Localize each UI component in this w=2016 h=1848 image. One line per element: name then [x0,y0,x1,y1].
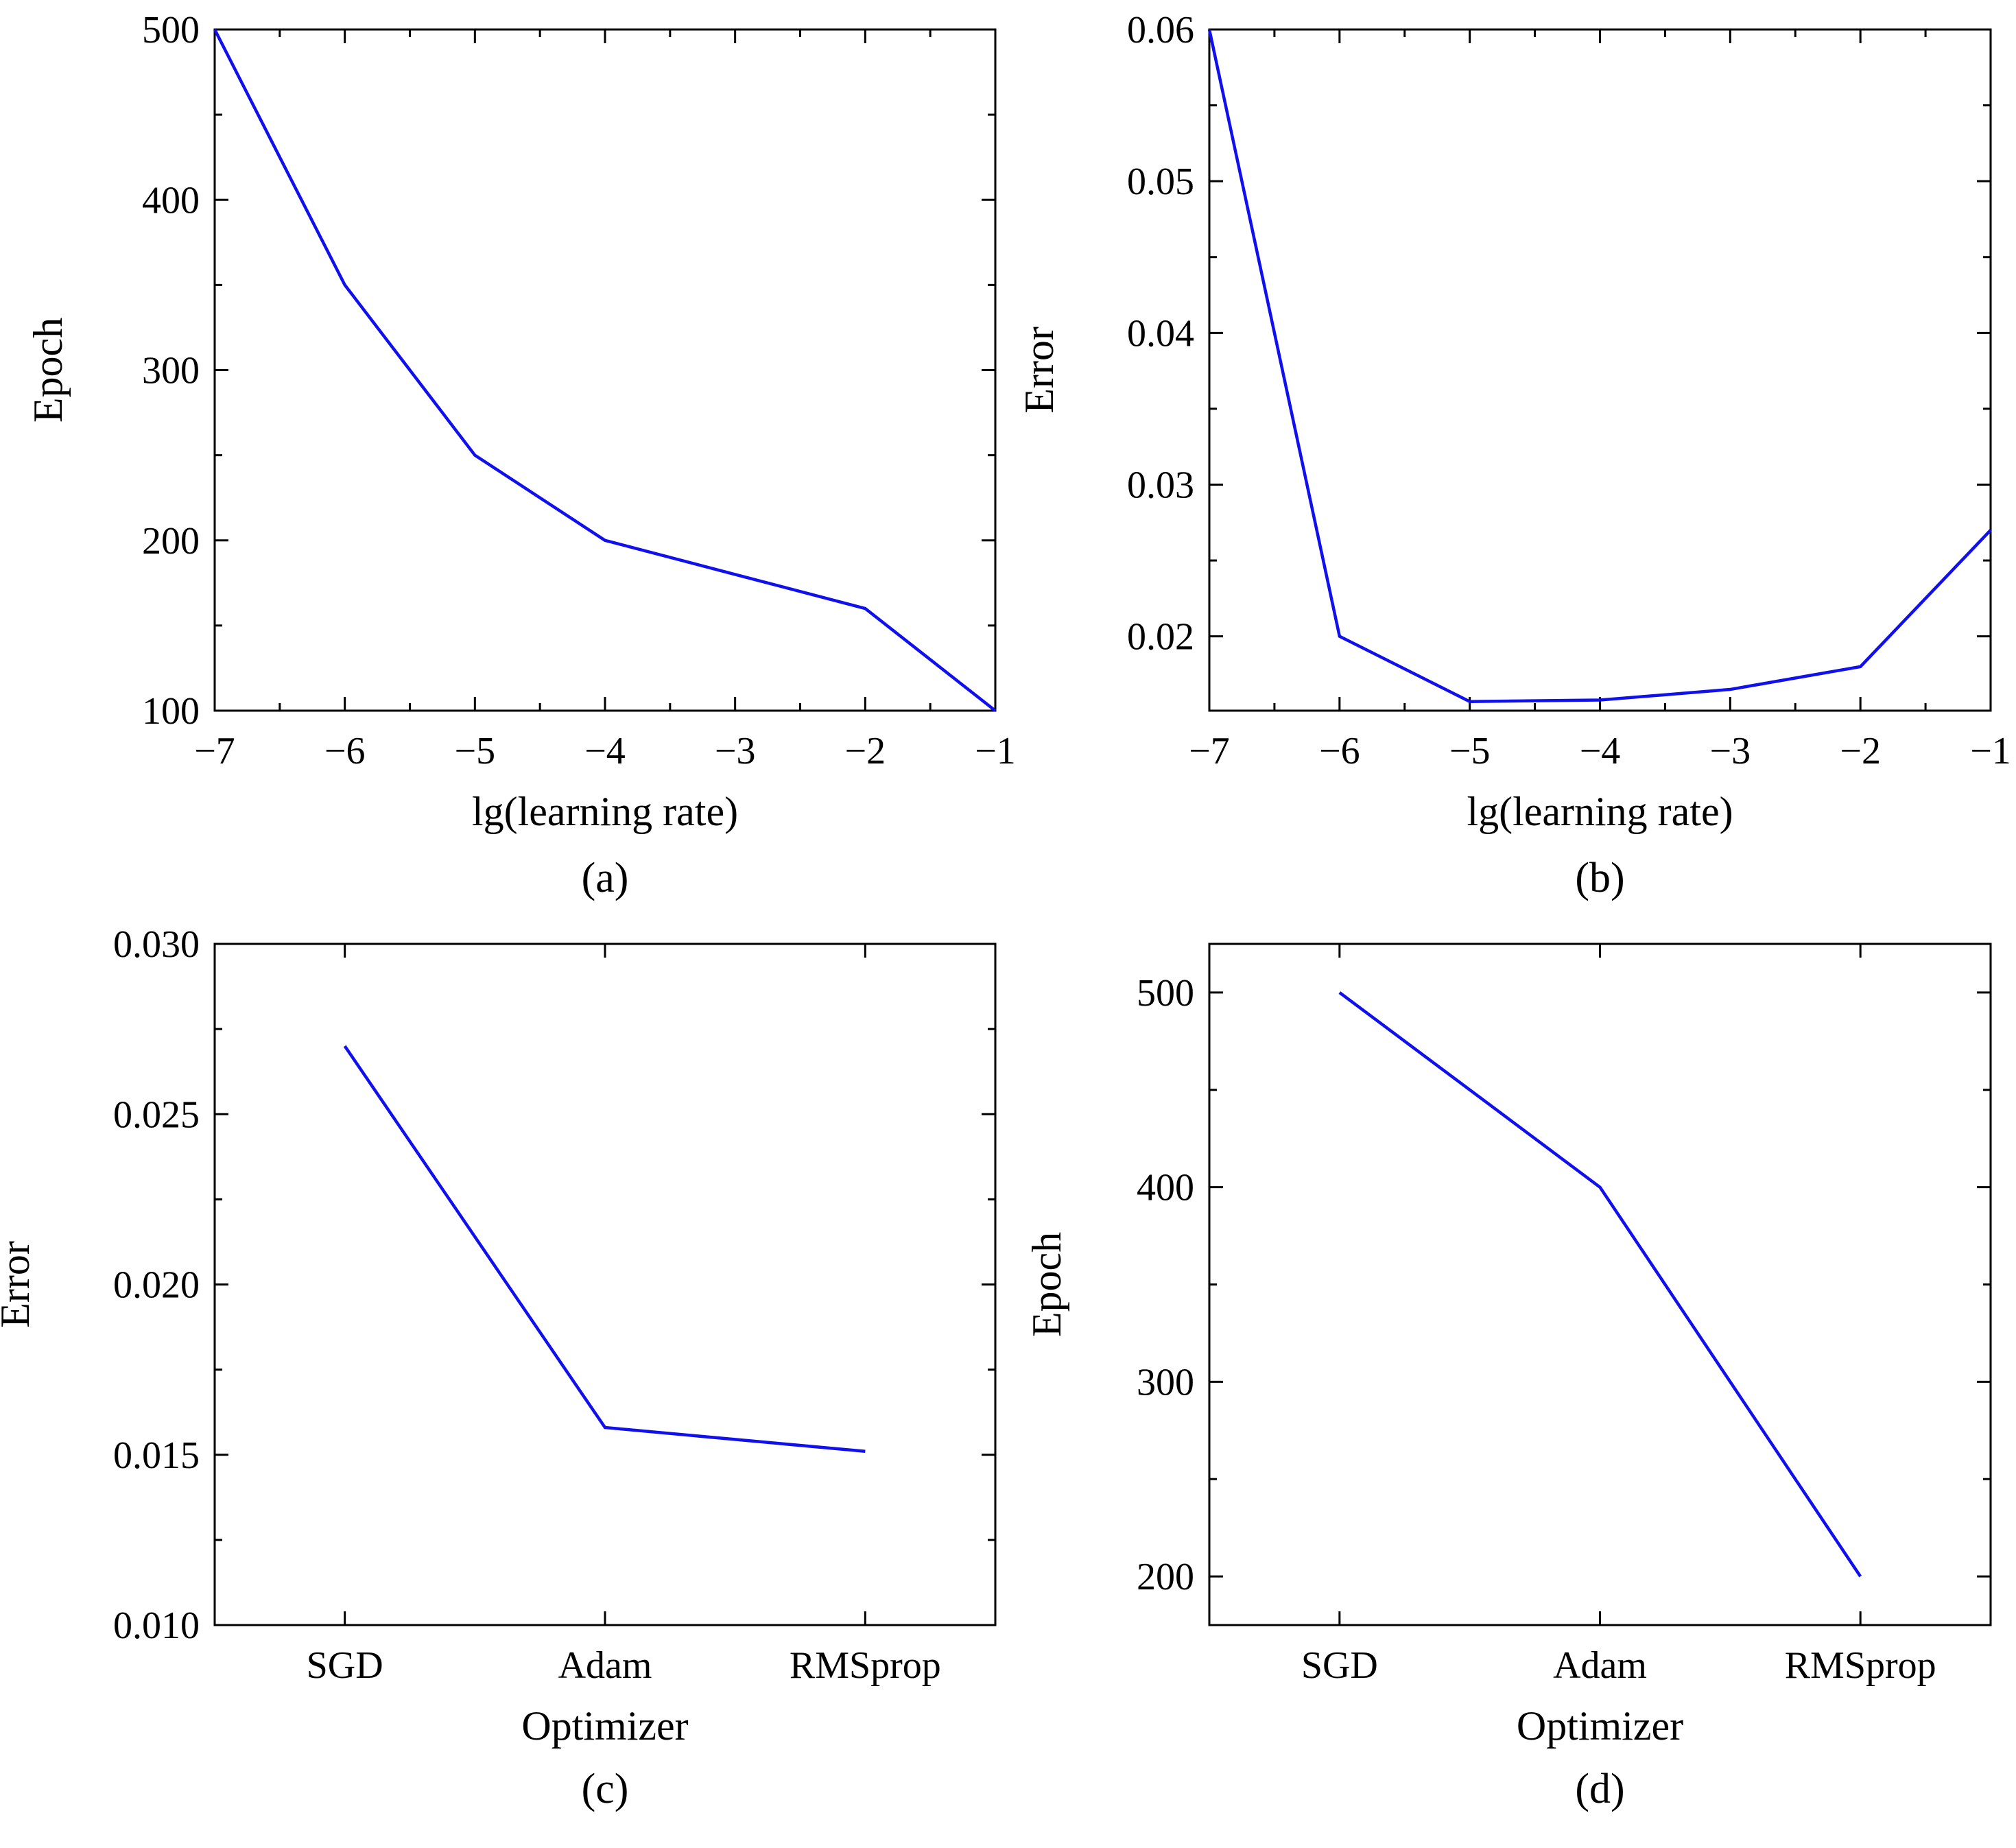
y-tick-label: 0.04 [1127,312,1194,355]
x-tick-label: −4 [1580,730,1621,772]
x-tick-label: −5 [455,730,496,772]
x-tick-label: −7 [1189,730,1230,772]
panel-b: −7 −6 −5 −4 −3 −2 −1 0.02 0.03 0.04 0.05 0.06 lg(lea… [1017,9,2011,901]
x-tick-label: −3 [715,730,756,772]
y-tick-label: 400 [1137,1167,1194,1209]
x-tick-label: SGD [1301,1644,1378,1687]
x-axis-label: lg(learning rate) [472,789,738,834]
x-tick-label: −2 [1840,730,1881,772]
x-tick-label: RMSprop [1785,1644,1936,1687]
x-tick-label: −1 [1970,730,2011,772]
y-axis-label: Epoch [1024,1232,1069,1337]
y-tick-label: 500 [1137,972,1194,1015]
y-tick-label: 0.05 [1127,161,1194,203]
y-tick-label: 300 [1137,1361,1194,1403]
x-tick-label: −6 [1319,730,1360,772]
y-axis-label: Epoch [25,318,71,423]
x-tick-label: −1 [975,730,1016,772]
y-tick-label: 0.06 [1127,9,1194,51]
y-tick-label: 100 [142,690,200,733]
x-axis-label: Optimizer [521,1703,688,1749]
series-line-c [343,1045,866,1454]
plot-frame [1208,943,1992,1626]
y-tick-label: 0.025 [113,1093,200,1136]
y-tick-label: 0.03 [1127,464,1194,506]
panel-d: SGD Adam RMSprop 200 300 400 500 Optimizer Epoch… [1024,943,1992,1812]
y-tick-label: 200 [142,520,200,562]
plot-frame [1208,28,1992,712]
y-tick-label: 300 [142,350,200,392]
y-tick-label: 0.015 [113,1434,200,1477]
y-tick-label: 0.02 [1127,616,1194,659]
x-tick-label: −6 [324,730,366,772]
panel-a: −7 −6 −5 −4 −3 −2 −1 100 200 300 400 500 lg(learning… [25,9,1016,901]
x-tick-label: −5 [1449,730,1491,772]
series-line-b [1207,29,1992,703]
panel-c: SGD Adam RMSprop 0.010 0.015 0.020 0.025 0.030 O… [0,923,997,1812]
x-tick-label: Adam [1553,1644,1647,1687]
x-tick-label: −3 [1710,730,1751,772]
y-tick-label: 0.030 [113,923,200,966]
x-tick-label: −7 [194,730,235,772]
panel-label: (b) [1575,855,1624,901]
y-tick-label: 0.020 [113,1264,200,1307]
panel-label: (a) [582,855,629,901]
x-axis-label: lg(learning rate) [1467,789,1733,834]
x-axis-label: Optimizer [1517,1703,1683,1749]
y-tick-label: 0.010 [113,1604,200,1647]
series-line-d [1338,991,1862,1578]
x-tick-label: −4 [584,730,626,772]
y-tick-label: 500 [142,9,200,51]
y-tick-label: 200 [1137,1556,1194,1598]
x-tick-label: −2 [845,730,886,772]
y-axis-label: Error [0,1241,38,1328]
plot-frame [213,943,997,1626]
x-tick-label: SGD [307,1644,383,1687]
plot-frame [213,28,997,712]
panel-label: (c) [582,1766,629,1812]
x-tick-label: Adam [558,1644,652,1687]
panel-label: (d) [1575,1766,1624,1812]
y-axis-label: Error [1017,327,1062,414]
series-line-a [213,28,997,712]
x-tick-label: RMSprop [790,1644,941,1687]
y-tick-label: 400 [142,179,200,222]
